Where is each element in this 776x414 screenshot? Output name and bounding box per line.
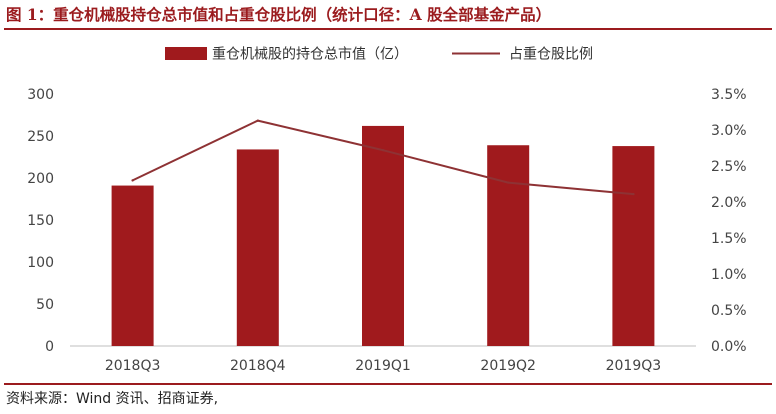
x-tick-label: 2019Q2 <box>480 358 536 374</box>
y-left-tick-label: 200 <box>27 171 54 187</box>
x-tick-label: 2019Q3 <box>606 358 662 374</box>
figure-title: 图 1：重仓机械股持仓总市值和占重仓股比例（统计口径：A 股全部基金产品） <box>6 5 552 24</box>
line-point <box>256 119 259 122</box>
legend: 重仓机械股的持仓总市值（亿） 占重仓股比例 <box>165 46 593 63</box>
title-divider <box>4 28 772 30</box>
line-point <box>131 179 134 182</box>
combo-chart: 重仓机械股的持仓总市值（亿） 占重仓股比例 0 50 100 150 200 250 300… <box>27 46 747 375</box>
y-left-tick-label: 0 <box>45 339 54 355</box>
y-right-tick-label: 3.0% <box>711 123 747 139</box>
bar-series <box>111 125 655 346</box>
bar <box>111 185 154 346</box>
line-point <box>381 148 385 152</box>
y-right-tick-label: 1.0% <box>711 267 747 283</box>
y-right-tick-label: 2.5% <box>711 159 747 175</box>
bar <box>236 149 279 346</box>
legend-line-label: 占重仓股比例 <box>509 47 593 63</box>
y-left-tick-label: 100 <box>27 255 54 271</box>
y-right-tick-label: 1.5% <box>711 231 747 247</box>
y-left-tick-label: 50 <box>36 297 54 313</box>
source-note: 资料来源：Wind 资讯、招商证券, <box>6 391 219 407</box>
y-right-tick-label: 3.5% <box>711 87 747 103</box>
bar <box>612 146 655 346</box>
x-tick-label: 2019Q1 <box>355 358 411 374</box>
y-left-tick-label: 250 <box>27 129 54 145</box>
y-right-tick-label: 0.0% <box>711 339 747 355</box>
bar <box>362 125 404 346</box>
y-axis-left: 0 50 100 150 200 250 300 <box>27 87 54 355</box>
x-axis: 2018Q3 2018Q4 2019Q1 2019Q2 2019Q3 <box>105 358 661 374</box>
x-tick-label: 2018Q4 <box>230 358 286 374</box>
y-left-tick-label: 300 <box>27 87 54 103</box>
line-point <box>507 181 510 184</box>
bar <box>487 145 530 346</box>
source-divider <box>4 383 772 385</box>
line-point <box>632 192 635 196</box>
legend-bar-swatch <box>165 47 207 60</box>
y-axis-right: 0.0% 0.5% 1.0% 1.5% 2.0% 2.5% 3.0% 3.5% <box>711 87 747 355</box>
y-right-tick-label: 0.5% <box>711 303 747 319</box>
y-left-tick-label: 150 <box>27 213 54 229</box>
line-series <box>131 119 635 196</box>
y-right-tick-label: 2.0% <box>711 195 747 211</box>
x-tick-label: 2018Q3 <box>105 358 161 374</box>
legend-bar-label: 重仓机械股的持仓总市值（亿） <box>212 46 408 63</box>
